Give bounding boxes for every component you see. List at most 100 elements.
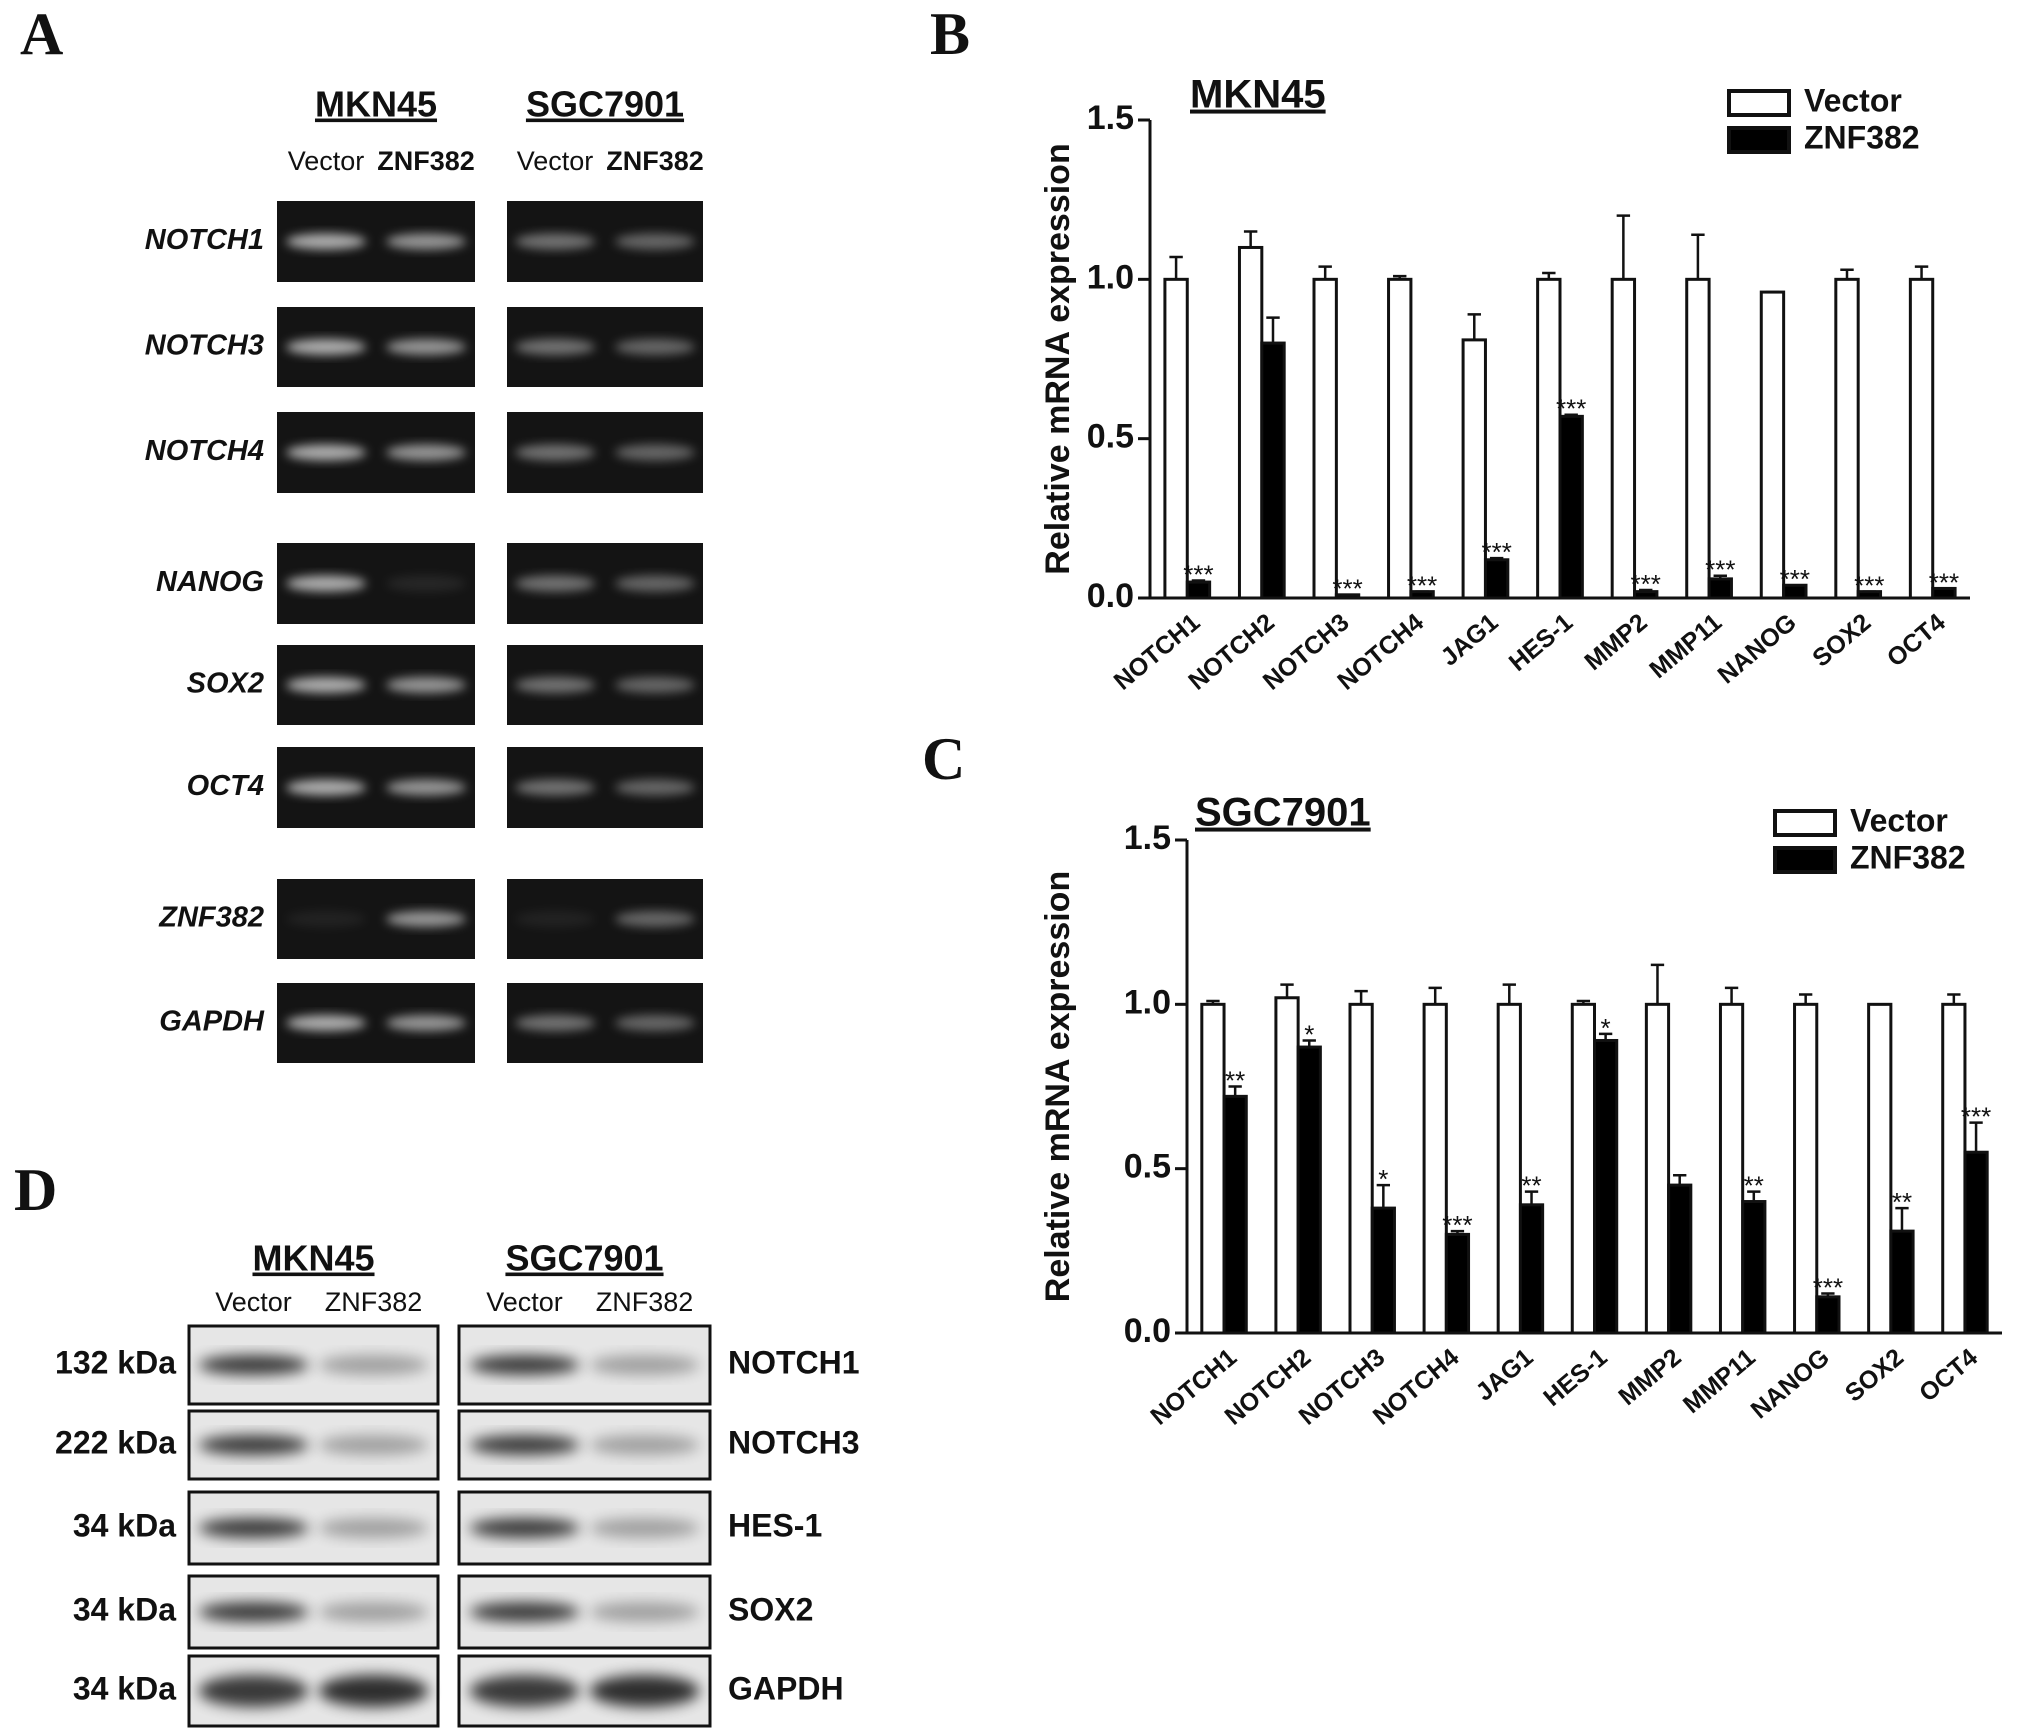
error-bar [1821, 1292, 1835, 1297]
error-bar [1914, 265, 1929, 280]
bar [1237, 245, 1264, 600]
lane-label: Vector [486, 1287, 563, 1317]
error-bar [1191, 579, 1206, 583]
blot-band [589, 1675, 700, 1707]
significance-label: *** [1556, 394, 1586, 424]
gel-band [615, 779, 695, 796]
significance-label: ** [1744, 1171, 1764, 1201]
gel-band [286, 911, 366, 927]
bar [1348, 1002, 1374, 1335]
error-bar [1598, 1032, 1613, 1041]
y-tick-label: 1.5 [1124, 819, 1171, 857]
cell-line-header: SGC7901 [505, 1238, 663, 1279]
error-bar [1502, 983, 1516, 1005]
gel-band [615, 1015, 695, 1031]
error-bar [1650, 963, 1665, 1005]
blot-band [469, 1435, 580, 1455]
y-tick-label: 0.0 [1087, 577, 1134, 615]
bar [1889, 1229, 1915, 1335]
error-bar [1206, 999, 1220, 1005]
chart-title: SGC7901 [1195, 791, 1371, 835]
x-tick-label: MMP2 [1579, 608, 1652, 676]
blot-band [318, 1675, 429, 1707]
gel-band [515, 575, 595, 592]
blot-band [469, 1602, 580, 1622]
x-tick-label: MMP2 [1613, 1343, 1686, 1411]
gel-band [286, 575, 366, 592]
gene-label: ZNF382 [158, 902, 264, 934]
gel-band [386, 1015, 466, 1031]
bar [1667, 1183, 1693, 1335]
error-bar [1673, 1173, 1687, 1186]
bar [1496, 1002, 1522, 1335]
significance-label: *** [1854, 571, 1884, 601]
error-bar [1428, 986, 1442, 1005]
blot-band [318, 1602, 429, 1622]
significance-label: *** [1407, 571, 1437, 601]
gel-band [386, 575, 466, 592]
error-bar [1393, 274, 1407, 280]
error-bar [1639, 588, 1653, 592]
protein-label: GAPDH [728, 1670, 844, 1706]
y-axis-label: Relative mRNA expression [1039, 143, 1077, 574]
blot-band [318, 1355, 429, 1375]
gel-band [615, 911, 695, 927]
x-tick-label: NANOG [1712, 608, 1801, 689]
lane-label: ZNF382 [377, 146, 475, 176]
error-bar [1524, 1190, 1539, 1205]
gene-label: NOTCH4 [145, 435, 264, 467]
significance-label: * [1601, 1013, 1611, 1043]
gel-band [615, 444, 695, 461]
bar [1718, 1002, 1745, 1335]
bar [1941, 1002, 1967, 1335]
protein-label: SOX2 [728, 1591, 813, 1627]
error-bar [1576, 999, 1591, 1005]
error-bar [1467, 313, 1481, 340]
gel-band [286, 339, 366, 355]
blot-band [589, 1435, 700, 1455]
legend-label: Vector [1804, 82, 1902, 118]
chart-title: MKN45 [1190, 73, 1326, 117]
gel-band [515, 911, 595, 927]
gel-band [286, 444, 366, 461]
gel-band [286, 1015, 366, 1031]
bar [1741, 1200, 1767, 1335]
panel-label: C [922, 726, 965, 792]
gel-band [386, 444, 466, 461]
y-tick-label: 1.5 [1087, 99, 1134, 137]
size-label: 34 kDa [73, 1670, 176, 1706]
error-bar [1724, 986, 1739, 1005]
gel-band [515, 677, 595, 693]
gel-band [615, 575, 695, 592]
gene-label: NANOG [156, 566, 264, 598]
significance-label: * [1304, 1019, 1314, 1049]
bar [1908, 277, 1935, 600]
lane-label: ZNF382 [606, 146, 704, 176]
error-bar [1450, 1229, 1465, 1235]
x-tick-label: JAG1 [1436, 608, 1504, 671]
gene-label: GAPDH [159, 1006, 265, 1038]
y-tick-label: 1.0 [1124, 983, 1171, 1021]
gel-band [515, 339, 595, 355]
error-bar [1564, 413, 1578, 417]
significance-label: *** [1631, 569, 1661, 599]
bar [1163, 277, 1189, 600]
significance-label: *** [1961, 1102, 1991, 1132]
bar [1963, 1150, 1989, 1335]
error-bar [1747, 1190, 1761, 1202]
blot-band [198, 1435, 309, 1455]
y-axis-label: Relative mRNA expression [1039, 871, 1077, 1302]
bar [1274, 996, 1300, 1335]
bar [1312, 277, 1338, 600]
significance-label: *** [1183, 559, 1213, 589]
bar [1558, 414, 1584, 600]
protein-label: NOTCH1 [728, 1344, 860, 1380]
gene-label: SOX2 [187, 668, 264, 700]
x-tick-label: HES-1 [1504, 608, 1578, 677]
bar [1422, 1002, 1448, 1335]
gel-band [515, 444, 595, 461]
error-bar [1969, 1121, 1983, 1153]
significance-label: *** [1780, 564, 1810, 594]
error-bar [1947, 993, 1961, 1005]
